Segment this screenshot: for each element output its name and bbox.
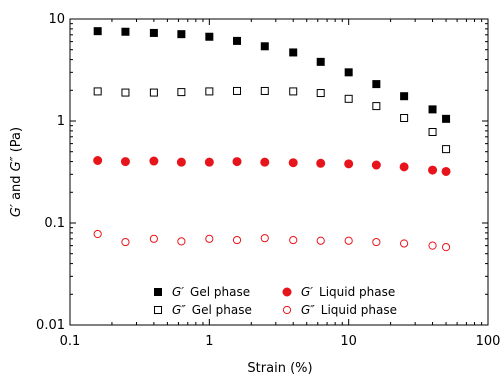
data-point — [204, 157, 214, 167]
data-point — [372, 237, 381, 247]
x-tick-label: 10 — [340, 334, 357, 349]
data-point — [260, 42, 269, 51]
series-2 — [93, 86, 451, 154]
data-point — [149, 88, 158, 97]
data-point — [316, 158, 326, 168]
data-point — [205, 32, 214, 41]
legend-item: G′ Liquid phase — [282, 285, 395, 299]
x-tick-label: 100 — [476, 334, 501, 349]
data-point — [176, 157, 186, 167]
data-point — [93, 229, 102, 239]
data-point — [400, 114, 409, 123]
data-point — [441, 166, 451, 176]
y-tick-label: 1 — [57, 114, 65, 129]
data-point — [428, 241, 437, 250]
data-point — [260, 234, 269, 243]
series-1 — [93, 27, 451, 123]
data-point — [372, 80, 381, 89]
legend-marker — [282, 305, 292, 315]
data-point — [233, 36, 242, 45]
data-point — [399, 162, 409, 172]
y-axis-title-symbol-2: G″ — [9, 156, 24, 171]
plot-area — [93, 27, 451, 252]
data-point — [428, 165, 438, 175]
data-point — [177, 88, 186, 97]
x-axis-title: Strain (%) — [247, 361, 312, 376]
legend-marker — [282, 287, 292, 297]
data-point — [400, 239, 409, 248]
y-axis-title: G′ and G″ (Pa) — [9, 127, 24, 217]
y-tick-label: 10 — [48, 12, 65, 27]
data-point — [121, 237, 130, 247]
legend-item: G″ Gel phase — [154, 303, 252, 317]
y-axis-title-symbol-1: G′ — [9, 204, 24, 217]
data-point — [344, 236, 353, 245]
data-point — [344, 159, 354, 169]
series-4 — [93, 229, 451, 252]
data-point — [316, 236, 325, 245]
plot-frame — [69, 18, 489, 326]
data-point — [149, 156, 159, 166]
x-tick-label: 0.1 — [60, 334, 81, 349]
y-tick-label: 0.01 — [36, 318, 65, 333]
data-point — [149, 28, 158, 37]
data-point — [288, 158, 298, 168]
data-point — [177, 237, 186, 246]
legend-marker — [154, 306, 162, 314]
data-point — [120, 157, 130, 167]
data-point — [428, 105, 437, 114]
data-point — [442, 145, 451, 154]
data-point — [442, 114, 451, 123]
data-point — [121, 88, 130, 97]
legend-item: G″ Liquid phase — [282, 303, 397, 317]
data-point — [232, 235, 242, 245]
data-point — [93, 155, 103, 165]
y-axis-title-connector: and — [9, 171, 24, 204]
legend-label: G′ Liquid phase — [301, 285, 395, 299]
legend-marker — [154, 288, 162, 296]
data-point — [372, 102, 381, 111]
y-axis-title-unit: (Pa) — [9, 127, 24, 157]
legend: G′ Gel phase G′ Liquid phase G″ Gel phase G″ Li… — [154, 285, 397, 317]
data-point — [289, 87, 298, 96]
data-point — [233, 86, 242, 95]
data-point — [400, 92, 409, 101]
data-point — [316, 57, 325, 66]
data-point — [121, 27, 130, 36]
x-tick-label: 1 — [205, 334, 213, 349]
legend-label: G″ Gel phase — [172, 303, 252, 317]
data-point — [260, 157, 270, 167]
data-point — [93, 87, 102, 96]
data-point — [205, 87, 214, 96]
legend-item: G′ Gel phase — [154, 285, 250, 299]
data-point — [289, 48, 298, 57]
legend-label: G″ Liquid phase — [301, 303, 397, 317]
data-point — [371, 160, 381, 170]
data-point — [149, 234, 158, 243]
series-3 — [93, 155, 451, 176]
data-point — [441, 243, 451, 252]
data-point — [428, 128, 437, 137]
data-point — [316, 89, 325, 98]
data-point — [289, 235, 298, 245]
data-point — [177, 30, 186, 39]
data-point — [205, 234, 214, 243]
y-tick-label: 0.1 — [44, 216, 65, 231]
data-point — [344, 94, 353, 103]
data-point — [93, 27, 102, 36]
data-point — [260, 86, 269, 95]
data-point — [344, 68, 353, 77]
legend-label: G′ Gel phase — [172, 285, 250, 299]
data-point — [232, 157, 242, 167]
